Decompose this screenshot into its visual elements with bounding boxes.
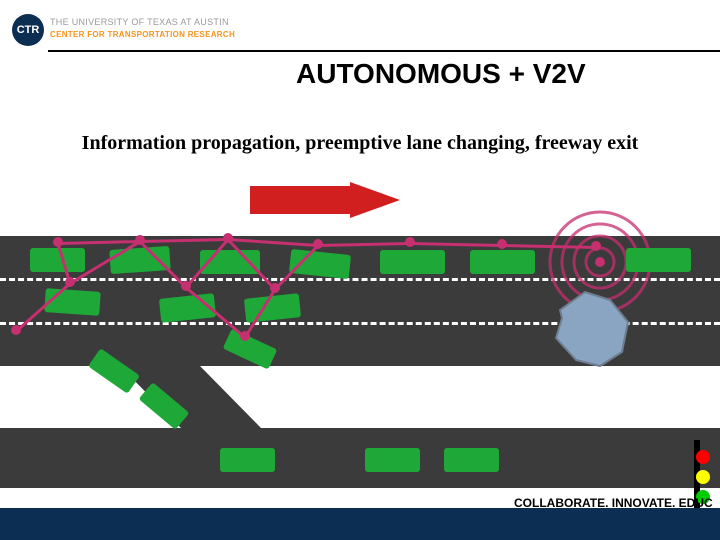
vehicle (470, 250, 535, 274)
traffic-light-lamp (696, 450, 710, 464)
vehicle (380, 250, 445, 274)
v2v-node (405, 237, 415, 247)
v2v-node (223, 233, 233, 243)
v2v-node (53, 237, 63, 247)
v2v-node (270, 283, 280, 293)
v2v-node (497, 239, 507, 249)
footer-bar (0, 508, 720, 540)
v2v-node (181, 281, 191, 291)
footer-text: COLLABORATE. INNOVATE. EDUC (514, 496, 713, 510)
obstacle-icon (0, 0, 720, 540)
v2v-node (65, 277, 75, 287)
traffic-light-lamp (696, 470, 710, 484)
vehicle (220, 448, 275, 472)
v2v-node (313, 239, 323, 249)
v2v-node (591, 241, 601, 251)
vehicle (30, 248, 85, 272)
vehicle (44, 288, 101, 316)
v2v-node (135, 235, 145, 245)
v2v-node (240, 331, 250, 341)
vehicle (444, 448, 499, 472)
vehicle (365, 448, 420, 472)
v2v-node (11, 325, 21, 335)
vehicle (626, 248, 691, 272)
